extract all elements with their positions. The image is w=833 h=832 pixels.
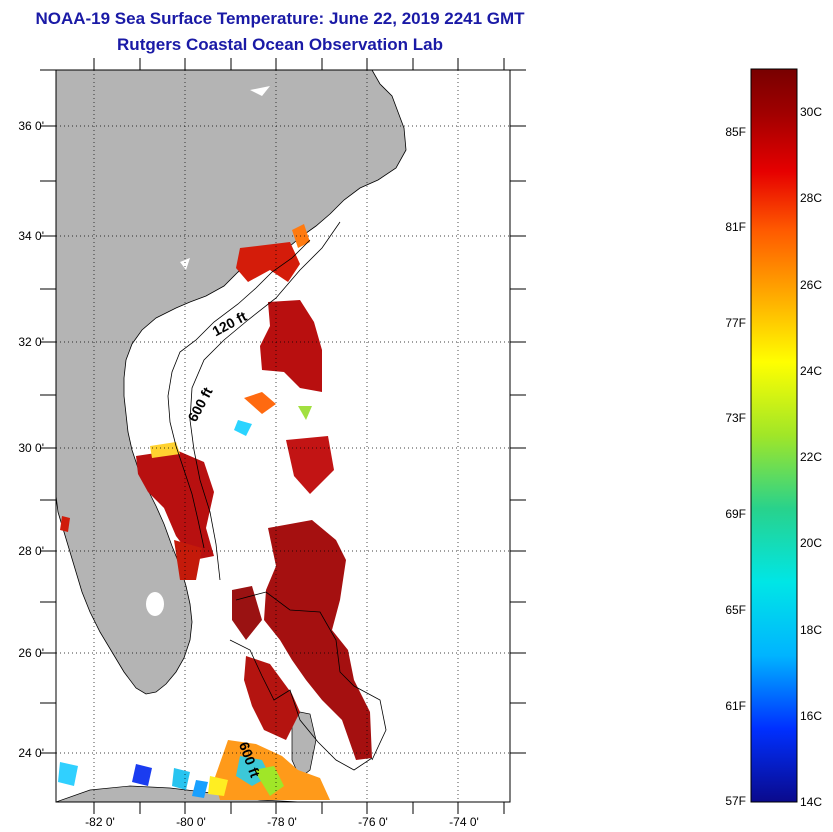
- colorbar-gradient: [750, 68, 798, 803]
- lat-label: 32 0': [18, 335, 44, 349]
- colorbar-fahrenheit-labels: 85F 81F 77F 73F 69F 65F 61F 57F: [725, 125, 746, 808]
- colorbar-f-label: 85F: [725, 125, 746, 139]
- colorbar-f-label: 77F: [725, 316, 746, 330]
- lat-label: 28 0': [18, 544, 44, 558]
- lat-label: 26 0': [18, 646, 44, 660]
- axis-ticks: [40, 58, 526, 814]
- colorbar-c-label: 18C: [800, 623, 822, 637]
- lon-label: -76 0': [358, 815, 388, 829]
- map-subtitle: Rutgers Coastal Ocean Observation Lab: [117, 35, 443, 54]
- longitude-labels: -82 0' -80 0' -78 0' -76 0' -74 0': [85, 815, 479, 829]
- colorbar-c-label: 24C: [800, 364, 822, 378]
- colorbar-c-label: 14C: [800, 795, 822, 809]
- lake-shape: [250, 86, 270, 96]
- colorbar-f-label: 57F: [725, 794, 746, 808]
- sst-data-patches: [58, 224, 372, 800]
- lon-label: -74 0': [449, 815, 479, 829]
- map-title: NOAA-19 Sea Surface Temperature: June 22…: [35, 9, 525, 28]
- lon-label: -80 0': [176, 815, 206, 829]
- colorbar-c-label: 28C: [800, 191, 822, 205]
- us-mainland-land: [56, 70, 407, 695]
- colorbar-f-label: 73F: [725, 411, 746, 425]
- colorbar-f-label: 65F: [725, 603, 746, 617]
- colorbar: 85F 81F 77F 73F 69F 65F 61F 57F 30C 28C …: [725, 68, 822, 809]
- lon-label: -78 0': [267, 815, 297, 829]
- latitude-labels: 36 0' 34 0' 32 0' 30 0' 28 0' 26 0' 24 0…: [18, 119, 44, 760]
- map-frame: [55, 69, 511, 803]
- colorbar-celsius-labels: 30C 28C 26C 24C 22C 20C 18C 16C 14C: [800, 105, 822, 809]
- map-panel: 36 0' 34 0' 32 0' 30 0' 28 0' 26 0' 24 0…: [18, 58, 526, 829]
- bathymetry-contours: [167, 221, 387, 771]
- lat-label: 24 0': [18, 746, 44, 760]
- colorbar-c-label: 20C: [800, 536, 822, 550]
- colorbar-f-label: 69F: [725, 507, 746, 521]
- colorbar-f-label: 81F: [725, 220, 746, 234]
- lake-okeechobee: [146, 592, 164, 616]
- colorbar-c-label: 16C: [800, 709, 822, 723]
- andros-island: [291, 711, 317, 779]
- lon-label: -82 0': [85, 815, 115, 829]
- colorbar-c-label: 22C: [800, 450, 822, 464]
- lat-label: 36 0': [18, 119, 44, 133]
- lake-shape: [180, 258, 190, 270]
- colorbar-f-label: 61F: [725, 699, 746, 713]
- colorbar-c-label: 30C: [800, 105, 822, 119]
- colorbar-c-label: 26C: [800, 278, 822, 292]
- lat-label: 30 0': [18, 441, 44, 455]
- lat-label: 34 0': [18, 229, 44, 243]
